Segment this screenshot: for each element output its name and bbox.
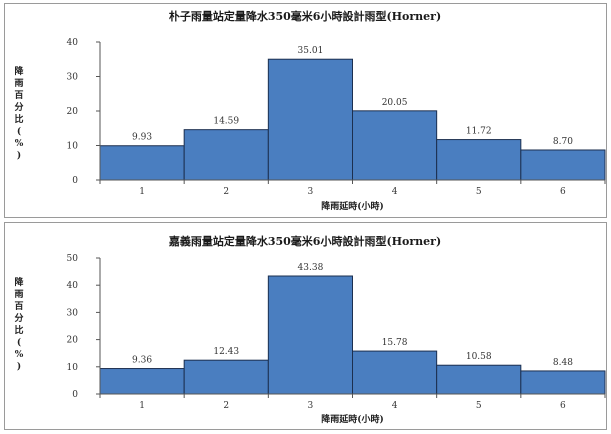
y-tick-label: 40 xyxy=(67,38,79,48)
data-label: 43.38 xyxy=(298,263,324,273)
chart-panel-puzi: 朴子雨量站定量降水350毫米6小時設計雨型(Horner) 降雨百分比(%) 0 10… xyxy=(4,3,607,218)
y-tick-label: 20 xyxy=(67,107,79,117)
x-tick-label: 2 xyxy=(223,401,229,411)
y-tick-label: 40 xyxy=(67,281,79,291)
bar-3 xyxy=(267,275,354,395)
y-tick-label: 30 xyxy=(67,308,79,318)
x-tick-label: 1 xyxy=(139,187,145,197)
bar-2 xyxy=(183,129,269,181)
y-tick-label: 30 xyxy=(67,73,79,83)
data-label: 10.58 xyxy=(466,352,492,362)
chart-puzi: 朴子雨量站定量降水350毫米6小時設計雨型(Horner) 降雨百分比(%) 0 10… xyxy=(14,9,606,212)
x-tick-label: 3 xyxy=(308,401,314,411)
bar-6 xyxy=(520,370,606,395)
x-axis-label: 降雨延時(小時) xyxy=(321,413,384,425)
bar-2 xyxy=(183,359,269,395)
bar-5 xyxy=(436,364,522,395)
data-label: 9.93 xyxy=(132,133,152,143)
y-axis-label: 降雨百分比(%) xyxy=(14,276,24,372)
data-label: 15.78 xyxy=(382,338,408,348)
data-label: 14.59 xyxy=(213,117,239,127)
data-label: 9.36 xyxy=(132,356,152,366)
bar-4 xyxy=(352,110,438,181)
x-tick-label: 5 xyxy=(476,187,482,197)
x-tick-label: 4 xyxy=(392,401,398,411)
x-tick-label: 6 xyxy=(560,401,566,411)
y-axis-label: 降雨百分比(%) xyxy=(14,65,24,161)
x-tick-label: 2 xyxy=(223,187,229,197)
y-tick-label: 10 xyxy=(67,142,79,152)
y-tick-label: 0 xyxy=(72,176,78,186)
chart-panel-chiayi: 嘉義雨量站定量降水350毫米6小時設計雨型(Horner) 降雨百分比(%) 0 10… xyxy=(4,222,607,430)
bar-4 xyxy=(352,350,438,395)
data-label: 8.48 xyxy=(553,358,573,368)
bar-5 xyxy=(436,139,522,181)
data-label: 8.70 xyxy=(553,137,573,147)
x-tick-label: 1 xyxy=(139,401,145,411)
data-label: 11.72 xyxy=(466,127,492,137)
data-label: 35.01 xyxy=(298,46,324,56)
y-tick-label: 0 xyxy=(72,390,78,400)
x-tick-label: 6 xyxy=(560,187,566,197)
chart-title: 嘉義雨量站定量降水350毫米6小時設計雨型(Horner) xyxy=(168,234,441,248)
chart-title: 朴子雨量站定量降水350毫米6小時設計雨型(Horner) xyxy=(169,9,441,23)
x-tick-label: 3 xyxy=(308,187,314,197)
chart-chiayi: 嘉義雨量站定量降水350毫米6小時設計雨型(Horner) 降雨百分比(%) 0 10… xyxy=(14,234,606,425)
data-label: 20.05 xyxy=(382,98,408,108)
bar-3 xyxy=(267,58,354,181)
data-label: 12.43 xyxy=(213,347,239,357)
x-tick-label: 4 xyxy=(392,187,398,197)
bar-1 xyxy=(99,145,185,181)
x-tick-label: 5 xyxy=(476,401,482,411)
bar-1 xyxy=(99,368,185,395)
bar-6 xyxy=(520,149,606,181)
y-tick-label: 10 xyxy=(67,363,79,373)
x-axis-label: 降雨延時(小時) xyxy=(321,200,384,212)
y-tick-label: 20 xyxy=(67,336,79,346)
y-tick-label: 50 xyxy=(67,254,79,264)
